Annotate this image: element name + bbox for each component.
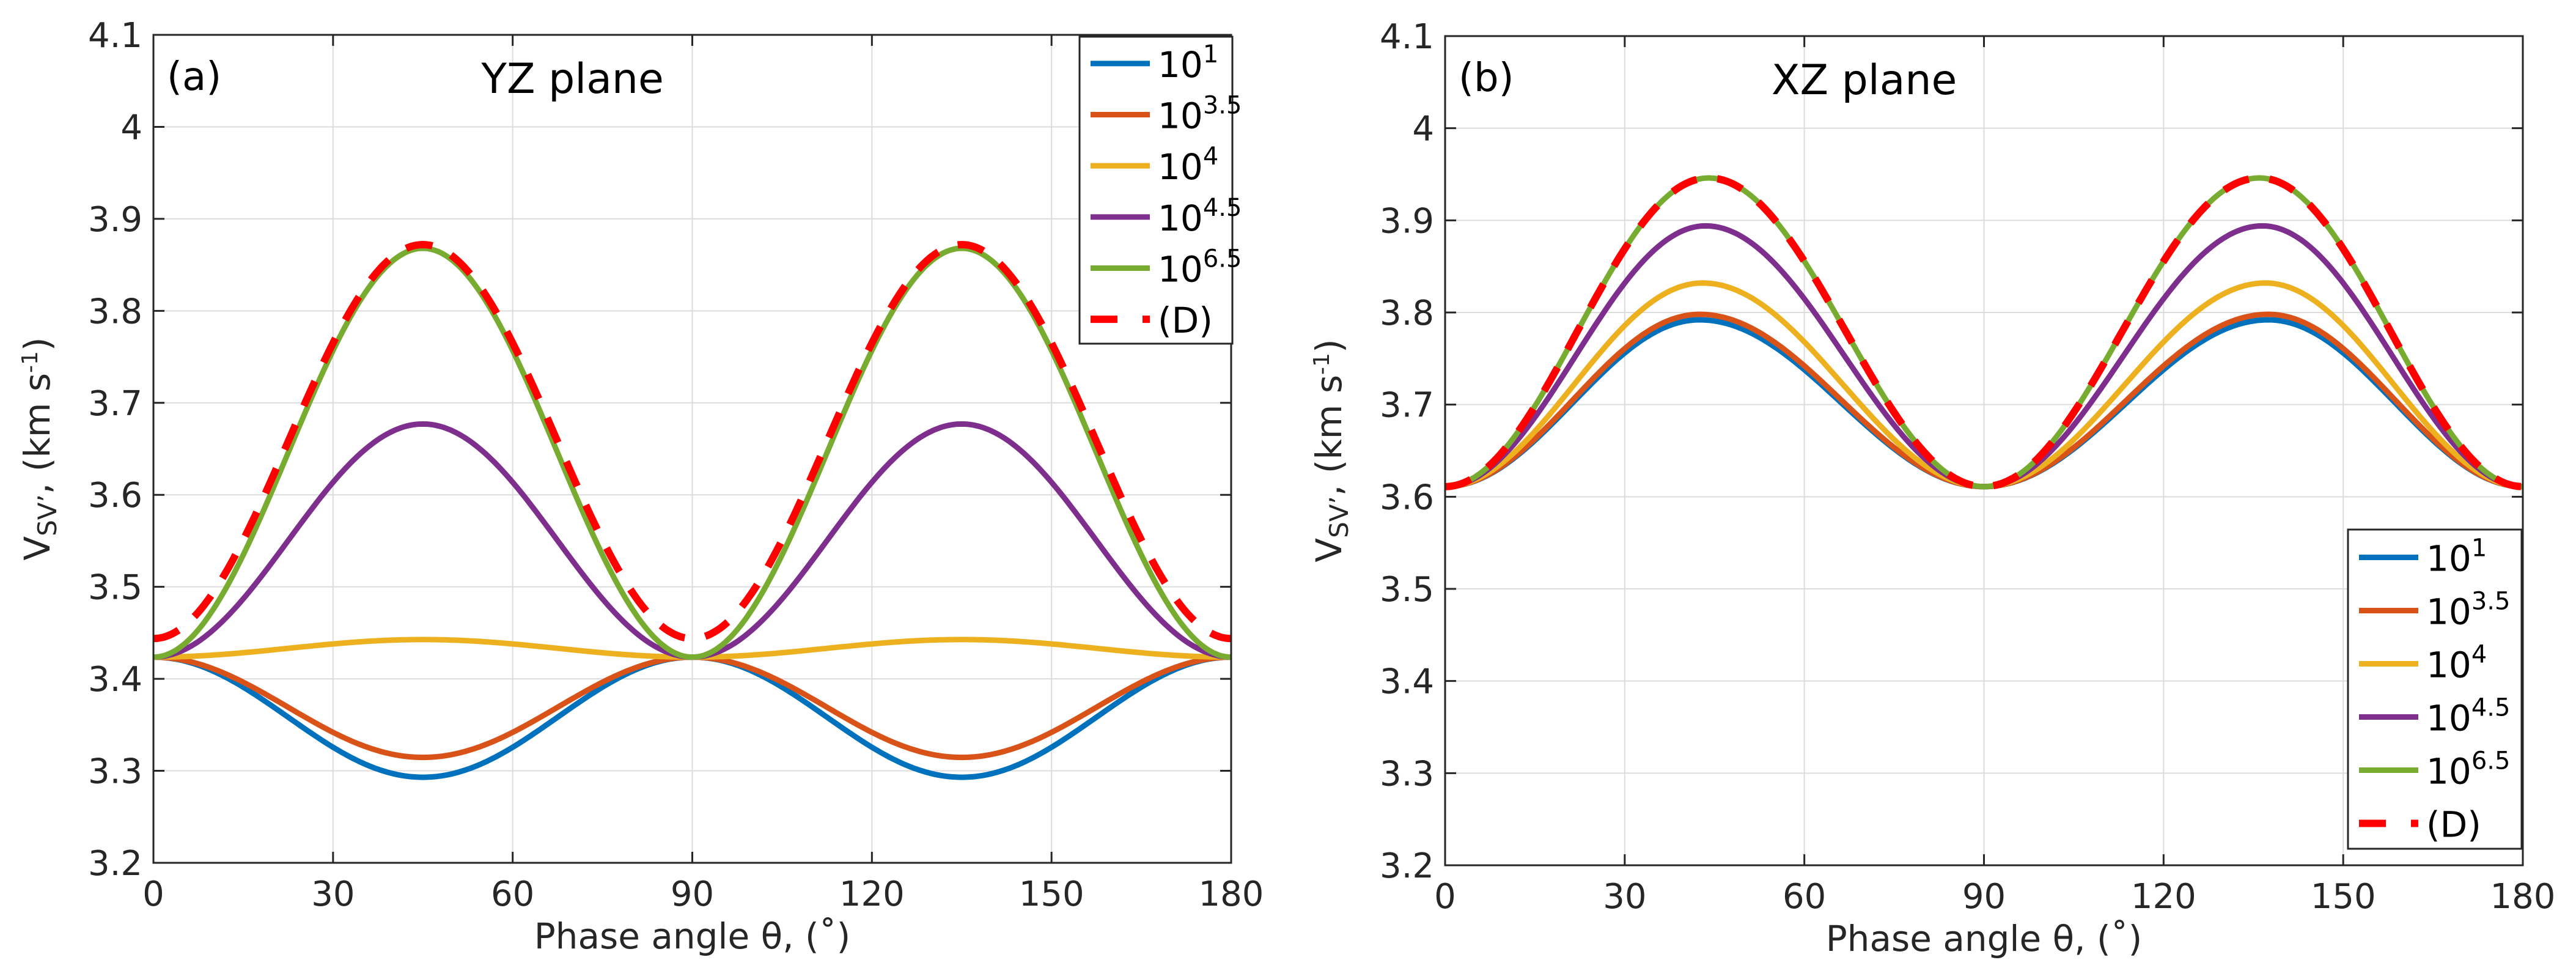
legend-label-1: 103.5: [2426, 588, 2510, 633]
y-tick-label: 3.5: [1380, 570, 1434, 610]
legend-label-3: 104.5: [2426, 694, 2510, 739]
y-axis-label-close: ): [1308, 339, 1350, 353]
panel-a: 0 30 60 90 120 150 180 3.2 3.3 3.4 3.5 3.6 3.7 3.8 3.9…: [17, 16, 1264, 957]
series-line-5: [152, 241, 1232, 643]
x-tick-label: 120: [2131, 877, 2196, 917]
x-tick-label: 120: [839, 874, 905, 914]
legend-label-1: 103.5: [1158, 92, 1242, 137]
y-tick-label: 3.8: [88, 292, 142, 331]
y-tick-label: 3.9: [88, 200, 142, 240]
legend-label-base: 10: [1158, 249, 1203, 290]
y-axis-label-rest: , (km s: [17, 373, 58, 494]
legend-label-exponent: 3.5: [1203, 92, 1242, 120]
y-tick-label: 3.4: [88, 660, 142, 700]
legend-label-exponent: 6.5: [1203, 245, 1242, 273]
x-tick-label: 90: [671, 874, 714, 914]
y-axis-label-close: ): [17, 337, 58, 351]
legend-label-base: 10: [2426, 538, 2471, 580]
legend-label-exponent: 1: [1203, 40, 1218, 68]
x-tick-label: 60: [491, 874, 534, 914]
x-tick-label: 0: [1434, 877, 1456, 917]
legend-label-0: 101: [1158, 40, 1218, 86]
y-axis-label-sup: -1: [18, 351, 43, 373]
legend-box: [1078, 35, 1234, 345]
y-tick-label: 3.3: [1380, 754, 1434, 794]
x-axis-label: Phase angle θ, (˚): [1826, 918, 2143, 959]
y-tick-label: 3.7: [1380, 386, 1434, 426]
legend-label-0: 101: [2426, 534, 2487, 580]
y-tick-label: 4: [1412, 109, 1434, 149]
y-axis-label: VSV’, (km s-1): [1308, 339, 1354, 562]
y-axis-label-sup: -1: [1309, 353, 1334, 375]
legend-label-4: 106.5: [2426, 747, 2510, 793]
y-axis-label: VSV’, (km s-1): [17, 337, 62, 560]
y-axis-label-sub: SV’: [32, 494, 62, 536]
legend-label-2: 104: [1158, 142, 1218, 188]
legend-label-exponent: 6.5: [2471, 747, 2511, 775]
panel-tag: (b): [1459, 56, 1514, 101]
y-tick-label: 3.2: [1380, 846, 1434, 886]
x-tick-label: 180: [2490, 877, 2556, 917]
series-line-5: [1444, 174, 2524, 490]
y-tick-label: 3.6: [88, 476, 142, 515]
x-tick-label: 150: [1019, 874, 1084, 914]
legend-label-base: 10: [1158, 146, 1203, 188]
legend-label-4: 106.5: [1158, 245, 1242, 290]
y-axis-label-sub: SV’: [1324, 496, 1354, 538]
y-axis-label-rest: , (km s: [1308, 375, 1350, 496]
legend-label-exponent: 1: [2471, 534, 2487, 563]
legend-label-5: (D): [1158, 300, 1213, 341]
y-tick-label: 4.1: [1380, 17, 1434, 57]
legend-label-base: 10: [2426, 751, 2471, 793]
legend-label-3: 104.5: [1158, 194, 1242, 239]
y-tick-label: 3.8: [1380, 294, 1434, 333]
legend-label-base: 10: [1158, 95, 1203, 137]
legend-label-base: 10: [1158, 44, 1203, 86]
x-tick-label: 60: [1783, 877, 1826, 917]
legend-label-base: (D): [2426, 804, 2481, 846]
legend-label-exponent: 4: [1203, 142, 1218, 171]
panel-b: 0 30 60 90 120 150 180 3.2 3.3 3.4 3.5 3.6 3.7 3.8 3.9…: [1308, 17, 2555, 959]
legend-label-exponent: 4.5: [2471, 694, 2511, 722]
legend-label-base: 10: [2426, 645, 2471, 686]
y-tick-label: 3.5: [88, 568, 142, 608]
x-tick-label: 30: [311, 874, 355, 914]
legend-label-2: 104: [2426, 641, 2487, 686]
x-tick-label: 90: [1962, 877, 2006, 917]
y-tick-label: 3.9: [1380, 201, 1434, 241]
x-tick-label: 0: [142, 874, 164, 914]
legend-label-base: (D): [1158, 300, 1213, 341]
y-axis-label-main: V: [1308, 538, 1350, 563]
legend-label-base: 10: [1158, 198, 1203, 239]
x-axis-label: Phase angle θ, (˚): [534, 915, 851, 957]
x-tick-label: 150: [2311, 877, 2376, 917]
panel-title: YZ plane: [480, 55, 663, 103]
legend-label-exponent: 4.5: [1203, 194, 1242, 222]
y-tick-label: 4: [120, 108, 142, 147]
legend-label-exponent: 4: [2471, 641, 2487, 669]
y-tick-label: 3.6: [1380, 478, 1434, 517]
x-tick-label: 180: [1199, 874, 1264, 914]
legend-box: [2347, 528, 2523, 850]
y-tick-label: 4.1: [88, 16, 142, 56]
y-tick-label: 3.3: [88, 752, 142, 792]
legend-label-exponent: 3.5: [2471, 588, 2511, 616]
panel-title: XZ plane: [1772, 56, 1957, 105]
legend-label-5: (D): [2426, 804, 2481, 846]
legend-label-base: 10: [2426, 591, 2471, 633]
y-tick-label: 3.7: [88, 384, 142, 424]
y-tick-label: 3.4: [1380, 662, 1434, 702]
y-tick-label: 3.2: [88, 844, 142, 884]
legend-label-base: 10: [2426, 698, 2471, 739]
x-tick-label: 30: [1603, 877, 1646, 917]
y-axis-label-main: V: [17, 536, 58, 561]
panel-tag: (a): [167, 54, 221, 100]
